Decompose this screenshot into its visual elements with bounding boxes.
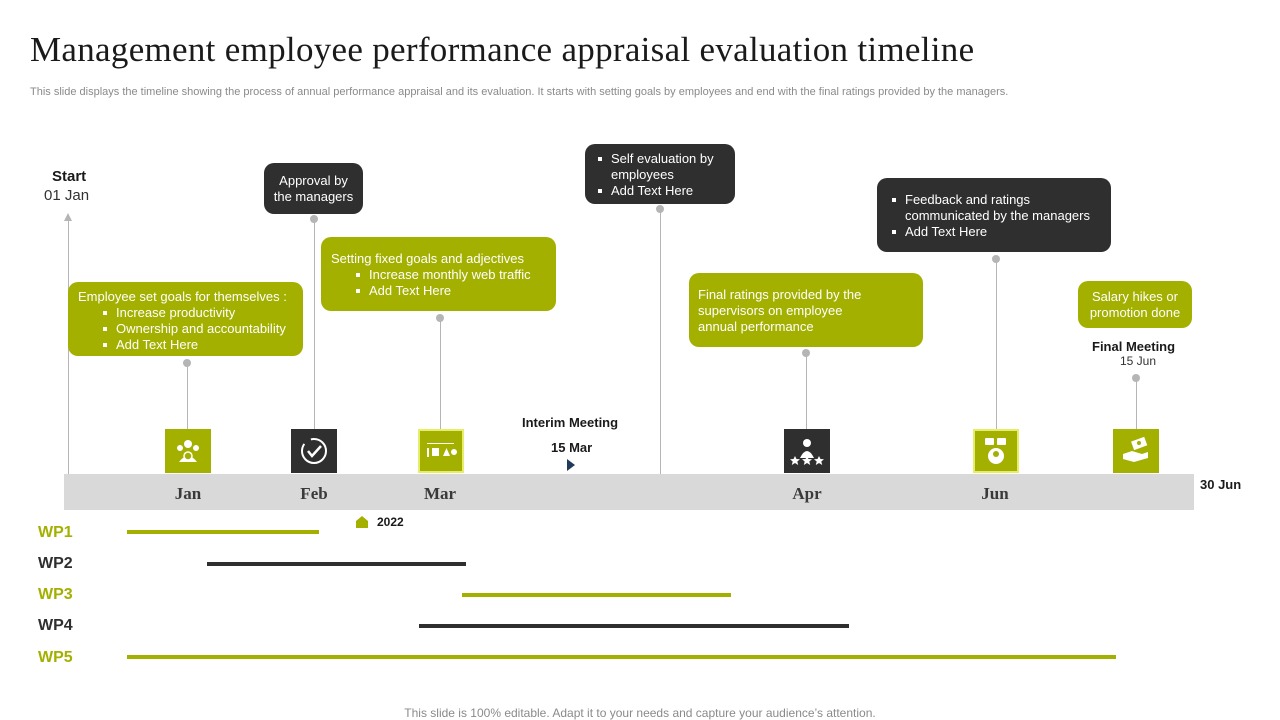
employee-rating-stars-icon [784,429,830,473]
apr-callout-line: Final ratings provided by the [698,287,862,302]
apr-callout: Final ratings provided by the supervisor… [689,273,923,347]
apr-connector-dot [802,349,810,357]
jan-callout-bullet: Add Text Here [78,337,293,353]
jan-connector [187,363,188,429]
month-label-mar: Mar [423,484,457,503]
mar-callout-bullet: Add Text Here [331,283,546,299]
wp3-bar [462,593,731,597]
jun-callout-bullet: Add Text Here [887,224,1101,240]
jun-callout-bullet: Feedback and ratings communicated by the … [887,192,1101,224]
wp5-label: WP5 [38,649,73,666]
final-meeting-label: Final Meeting [1092,339,1176,354]
year-label: 2022 [377,515,404,529]
shapes-goals-icon [418,429,464,473]
salary-callout-line: Salary hikes or [1092,289,1178,304]
self-eval-connector [660,209,661,474]
wp1-bar [127,530,319,534]
mar-connector-dot [436,314,444,322]
final-meeting-connector-dot [1132,374,1140,382]
wp4-bar [419,624,849,628]
month-label-jun: Jun [981,484,1009,503]
jun-connector-dot [992,255,1000,263]
interim-meeting-marker-icon [567,459,575,471]
page-title: Management employee performance appraisa… [30,30,975,69]
salary-callout: Salary hikes or promotion done [1078,281,1192,328]
start-date: 01 Jan [44,187,90,204]
interim-meeting-date: 15 Mar [551,440,593,455]
interim-meeting-label: Interim Meeting [522,415,619,430]
footer-note: This slide is 100% editable. Adapt it to… [404,706,876,720]
jun-connector [996,259,997,429]
jun-callout: Feedback and ratings communicated by the … [877,178,1111,252]
self-eval-bullet: Self evaluation by employees [593,151,727,183]
month-label-jan: Jan [174,484,202,503]
mar-callout: Setting fixed goals and adjectives Incre… [321,237,556,311]
apr-callout-line: annual performance [698,319,814,334]
page-subtitle: This slide displays the timeline showing… [30,86,1009,98]
wp5-bar [127,655,1116,659]
year-marker-icon [356,516,368,528]
feedback-chat-icon [973,429,1019,473]
feb-callout: Approval by the managers [264,163,363,214]
month-label-apr: Apr [792,484,822,503]
money-hand-icon [1113,429,1159,473]
start-label: Start [52,168,87,185]
wp2-label: WP2 [38,555,73,572]
wp1-label: WP1 [38,524,73,541]
end-date-label: 30 Jun [1200,477,1242,492]
start-arrow [64,213,72,221]
mar-callout-bullet: Increase monthly web traffic [331,267,546,283]
apr-connector [806,353,807,429]
timeline-band [64,474,1194,510]
wp2-bar [207,562,466,566]
final-meeting-date: 15 Jun [1120,354,1157,368]
self-eval-callout: Self evaluation by employees Add Text Her… [585,144,735,204]
feb-callout-line: the managers [273,189,354,204]
jan-connector-dot [183,359,191,367]
month-label-feb: Feb [300,484,328,503]
checkmark-approval-icon [291,429,337,473]
jan-callout-bullet: Increase productivity [78,305,293,321]
feb-connector-dot [310,215,318,223]
jan-callout: Employee set goals for themselves : Incr… [68,282,303,356]
apr-callout-line: supervisors on employee [698,303,843,318]
wp3-label: WP3 [38,586,73,603]
jan-callout-bullet: Ownership and accountability [78,321,293,337]
team-goals-icon [165,429,211,473]
feb-connector [314,218,315,429]
wp4-label: WP4 [38,617,73,634]
self-eval-bullet: Add Text Here [593,183,727,199]
mar-connector [440,318,441,429]
feb-callout-line: Approval by [279,173,348,188]
final-meeting-connector [1136,378,1137,429]
salary-callout-line: promotion done [1089,305,1181,320]
self-eval-connector-dot [656,205,664,213]
mar-callout-intro: Setting fixed goals and adjectives [331,251,524,266]
jan-callout-intro: Employee set goals for themselves : [78,289,287,304]
